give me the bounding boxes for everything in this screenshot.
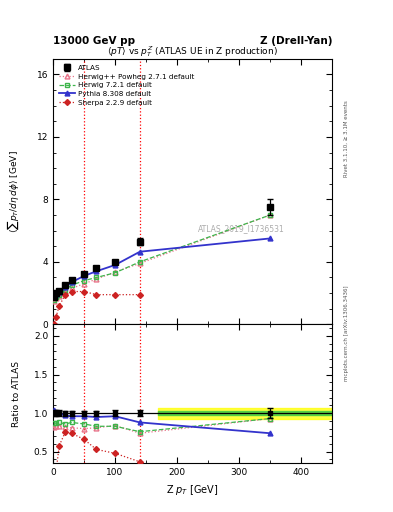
Pythia 8.308 default xyxy=(113,262,118,268)
Herwig++ Powheg 2.7.1 default xyxy=(113,269,118,275)
Herwig 7.2.1 default xyxy=(52,297,57,303)
Sherpa 2.2.9 default xyxy=(82,288,86,294)
Herwig 7.2.1 default xyxy=(113,270,118,276)
Pythia 8.308 default xyxy=(94,268,99,274)
Sherpa 2.2.9 default xyxy=(113,291,118,297)
Legend: ATLAS, Herwig++ Powheg 2.7.1 default, Herwig 7.2.1 default, Pythia 8.308 default: ATLAS, Herwig++ Powheg 2.7.1 default, He… xyxy=(56,62,197,109)
Herwig 7.2.1 default xyxy=(268,212,272,218)
Pythia 8.308 default xyxy=(52,292,57,298)
Sherpa 2.2.9 default xyxy=(57,303,62,309)
Text: Rivet 3.1.10, ≥ 3.1M events: Rivet 3.1.10, ≥ 3.1M events xyxy=(344,100,349,177)
Herwig 7.2.1 default xyxy=(138,259,142,265)
Text: Z (Drell-Yan): Z (Drell-Yan) xyxy=(260,36,332,46)
Pythia 8.308 default xyxy=(268,236,272,242)
Line: Herwig 7.2.1 default: Herwig 7.2.1 default xyxy=(52,212,272,303)
Herwig 7.2.1 default xyxy=(57,291,62,297)
Sherpa 2.2.9 default xyxy=(52,321,57,327)
Pythia 8.308 default xyxy=(138,249,142,255)
Line: Pythia 8.308 default: Pythia 8.308 default xyxy=(52,236,272,298)
Pythia 8.308 default xyxy=(69,279,74,285)
Sherpa 2.2.9 default xyxy=(138,291,142,297)
X-axis label: Z $p_T$ [GeV]: Z $p_T$ [GeV] xyxy=(166,483,219,497)
Pythia 8.308 default xyxy=(57,288,62,294)
Text: mcplots.cern.ch [arXiv:1306.3436]: mcplots.cern.ch [arXiv:1306.3436] xyxy=(344,285,349,380)
Sherpa 2.2.9 default xyxy=(69,288,74,294)
Herwig++ Powheg 2.7.1 default xyxy=(63,288,68,294)
Herwig 7.2.1 default xyxy=(94,274,99,281)
Pythia 8.308 default xyxy=(63,284,68,290)
Title: $\langle pT\rangle$ vs $p_T^Z$ (ATLAS UE in Z production): $\langle pT\rangle$ vs $p_T^Z$ (ATLAS UE… xyxy=(107,44,278,59)
Herwig++ Powheg 2.7.1 default xyxy=(268,212,272,218)
Sherpa 2.2.9 default xyxy=(94,291,99,297)
Line: Herwig++ Powheg 2.7.1 default: Herwig++ Powheg 2.7.1 default xyxy=(52,212,272,303)
Herwig++ Powheg 2.7.1 default xyxy=(69,285,74,291)
Pythia 8.308 default xyxy=(54,291,59,297)
Herwig++ Powheg 2.7.1 default xyxy=(94,276,99,282)
Line: Sherpa 2.2.9 default: Sherpa 2.2.9 default xyxy=(52,289,142,326)
Herwig++ Powheg 2.7.1 default xyxy=(57,293,62,300)
Herwig++ Powheg 2.7.1 default xyxy=(138,261,142,267)
Sherpa 2.2.9 default xyxy=(63,291,68,297)
Herwig++ Powheg 2.7.1 default xyxy=(82,281,86,287)
Y-axis label: Ratio to ATLAS: Ratio to ATLAS xyxy=(12,361,21,427)
Herwig 7.2.1 default xyxy=(82,278,86,284)
Text: ATLAS_2019_I1736531: ATLAS_2019_I1736531 xyxy=(198,224,285,233)
Pythia 8.308 default xyxy=(82,273,86,279)
Herwig 7.2.1 default xyxy=(54,294,59,300)
Y-axis label: $\langle\sum p_T/d\eta\,d\phi\rangle$ [GeV]: $\langle\sum p_T/d\eta\,d\phi\rangle$ [G… xyxy=(6,150,21,233)
Herwig 7.2.1 default xyxy=(69,282,74,288)
Herwig++ Powheg 2.7.1 default xyxy=(52,298,57,304)
Herwig 7.2.1 default xyxy=(63,287,68,293)
Text: 13000 GeV pp: 13000 GeV pp xyxy=(53,36,135,46)
Herwig++ Powheg 2.7.1 default xyxy=(54,295,59,301)
Sherpa 2.2.9 default xyxy=(54,313,59,319)
